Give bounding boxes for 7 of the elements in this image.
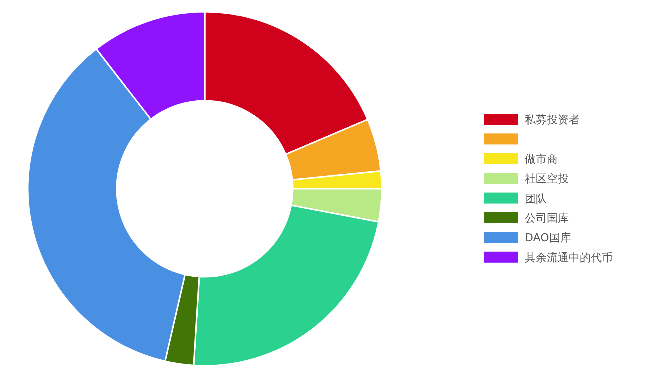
legend-label: 其余流通中的代币 [525, 251, 613, 264]
legend-label: DAO国库 [525, 232, 572, 245]
legend-label: 私募投资者 [525, 114, 580, 126]
legend-label: 社区空投 [525, 172, 569, 186]
legend-label: 团队 [525, 192, 547, 206]
legend-label: 做市商 [525, 152, 558, 166]
legend-label: 公司国库 [525, 212, 569, 225]
